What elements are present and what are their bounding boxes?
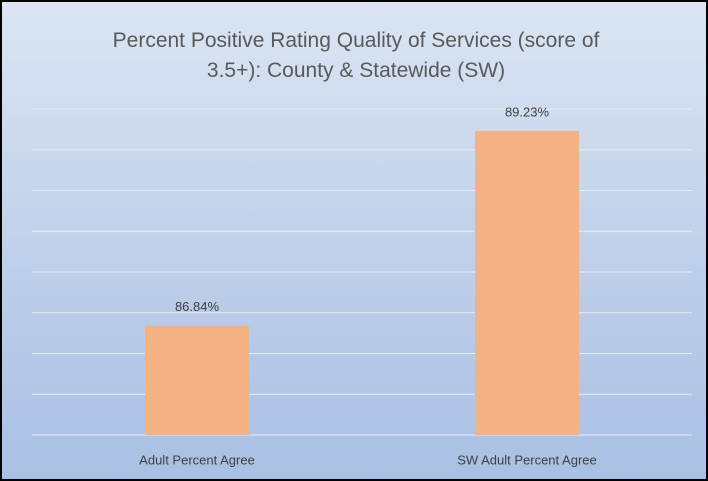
x-tick-label: SW Adult Percent Agree [457, 452, 596, 467]
chart-title: Percent Positive Rating Quality of Servi… [112, 29, 600, 82]
bar [145, 325, 249, 435]
bar [475, 131, 579, 435]
data-label: 89.23% [505, 104, 550, 119]
x-tick-label: Adult Percent Agree [139, 452, 255, 467]
data-label: 86.84% [175, 299, 220, 314]
